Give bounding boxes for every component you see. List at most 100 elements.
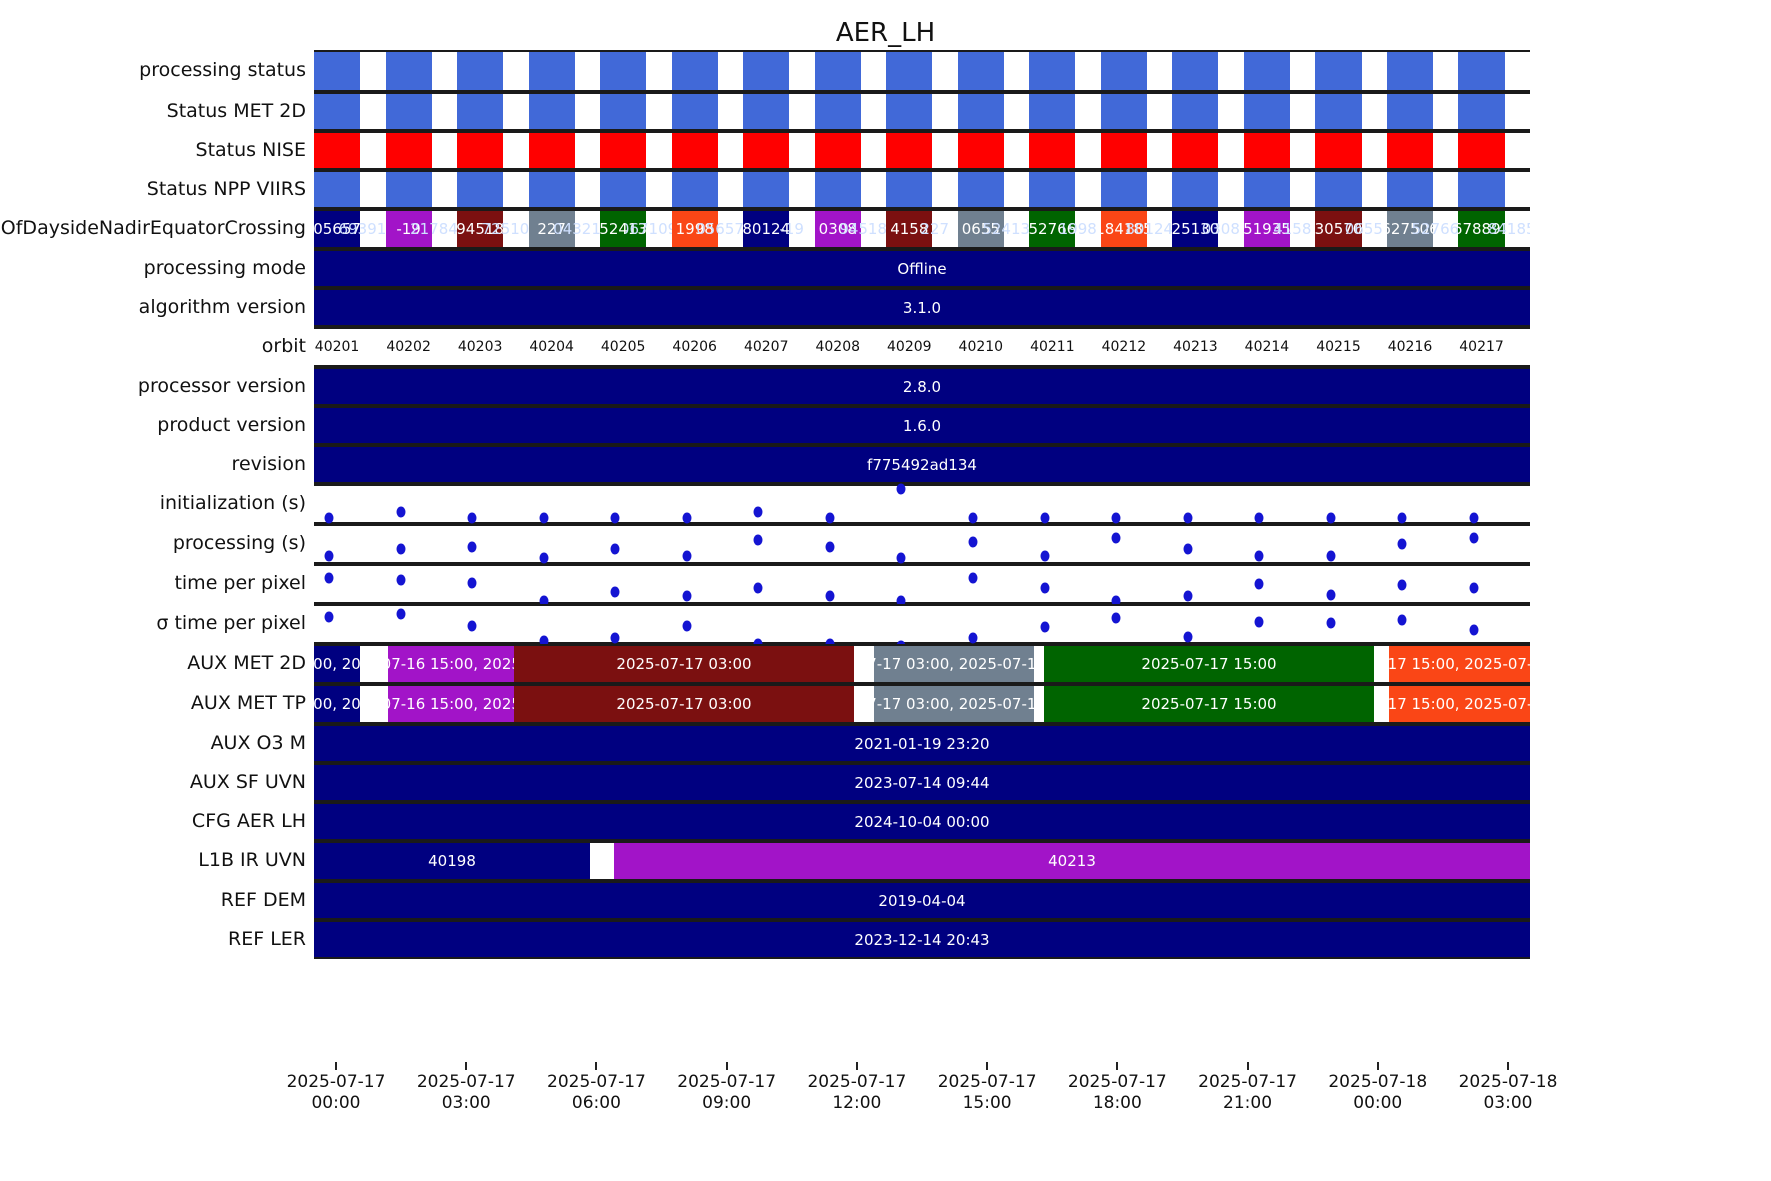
scatter-point[interactable]	[896, 483, 906, 495]
status-cell[interactable]	[1458, 52, 1505, 90]
longitude-cell[interactable]: 4519351	[1243, 211, 1290, 247]
scatter-point[interactable]	[968, 632, 978, 644]
scatter-point[interactable]	[610, 543, 620, 555]
scatter-point[interactable]	[1183, 512, 1193, 524]
longitude-cell[interactable]: 6251309	[1172, 211, 1219, 247]
status-cell[interactable]	[314, 52, 361, 90]
scatter-point[interactable]	[1469, 512, 1479, 524]
status-cell[interactable]	[1315, 94, 1362, 129]
status-cell[interactable]	[743, 172, 790, 207]
status-cell[interactable]	[1100, 94, 1147, 129]
status-cell[interactable]	[957, 133, 1004, 168]
l1b-segment[interactable]: 40213	[614, 843, 1530, 879]
scatter-point[interactable]	[324, 611, 334, 623]
scatter-point[interactable]	[610, 632, 620, 644]
constant-bar[interactable]: 2021-01-19 23:20	[314, 726, 1530, 761]
status-cell[interactable]	[600, 52, 647, 90]
scatter-point[interactable]	[1469, 624, 1479, 636]
status-cell[interactable]	[385, 172, 432, 207]
status-cell[interactable]	[528, 133, 575, 168]
status-cell[interactable]	[385, 94, 432, 129]
scatter-point[interactable]	[1326, 617, 1336, 629]
plot-area[interactable]: 056570693911-196217847894518937251012278…	[314, 50, 1530, 1062]
status-cell[interactable]	[1243, 133, 1290, 168]
scatter-point[interactable]	[539, 512, 549, 524]
status-cell[interactable]	[457, 133, 504, 168]
scatter-point[interactable]	[1326, 512, 1336, 524]
status-cell[interactable]	[1458, 133, 1505, 168]
longitude-cell[interactable]: 1998	[671, 211, 718, 247]
scatter-point[interactable]	[1397, 579, 1407, 591]
scatter-point[interactable]	[539, 595, 549, 607]
status-cell[interactable]	[1100, 172, 1147, 207]
scatter-point[interactable]	[682, 550, 692, 562]
status-cell[interactable]	[1243, 52, 1290, 90]
scatter-point[interactable]	[1183, 590, 1193, 602]
longitude-cell[interactable]: 4158	[886, 211, 933, 247]
scatter-point[interactable]	[1469, 532, 1479, 544]
status-cell[interactable]	[671, 133, 718, 168]
status-cell[interactable]	[957, 52, 1004, 90]
segment-cell[interactable]: 2025-07-17 03:00	[514, 646, 854, 682]
status-cell[interactable]	[1100, 52, 1147, 90]
scatter-point[interactable]	[1397, 614, 1407, 626]
status-cell[interactable]	[1243, 172, 1290, 207]
scatter-point[interactable]	[1183, 631, 1193, 643]
constant-bar[interactable]: 2024-10-04 00:00	[314, 804, 1530, 839]
segment-cell[interactable]: 2025-07-16 03:00, 2025-07-16 15:00	[314, 646, 360, 682]
status-cell[interactable]	[528, 94, 575, 129]
scatter-point[interactable]	[753, 534, 763, 546]
scatter-point[interactable]	[825, 541, 835, 553]
status-cell[interactable]	[314, 172, 361, 207]
scatter-point[interactable]	[1111, 512, 1121, 524]
constant-bar[interactable]: 2023-12-14 20:43	[314, 922, 1530, 957]
segment-cell[interactable]: 2025-07-17 03:00, 2025-07-17 15:00	[874, 646, 1034, 682]
status-cell[interactable]	[314, 94, 361, 129]
scatter-point[interactable]	[1040, 512, 1050, 524]
scatter-point[interactable]	[682, 620, 692, 632]
scatter-point[interactable]	[467, 512, 477, 524]
scatter-point[interactable]	[467, 620, 477, 632]
scatter-point[interactable]	[968, 572, 978, 584]
status-cell[interactable]	[385, 133, 432, 168]
segment-cell[interactable]: 2025-07-17 15:00	[1044, 686, 1374, 722]
longitude-cell[interactable]: 7801240	[743, 211, 790, 247]
status-cell[interactable]	[743, 52, 790, 90]
status-cell[interactable]	[1172, 133, 1219, 168]
scatter-point[interactable]	[396, 543, 406, 555]
scatter-point[interactable]	[1040, 621, 1050, 633]
status-cell[interactable]	[743, 133, 790, 168]
longitude-cell[interactable]: 184185	[1100, 211, 1147, 247]
longitude-cell[interactable]: 7524136	[600, 211, 647, 247]
segment-cell[interactable]: 2025-07-17 15:00, 2025-07-18 03:00	[1389, 646, 1530, 682]
constant-bar[interactable]: 1.6.0	[314, 408, 1530, 443]
status-cell[interactable]	[814, 94, 861, 129]
scatter-point[interactable]	[896, 595, 906, 607]
status-cell[interactable]	[886, 94, 933, 129]
status-cell[interactable]	[886, 52, 933, 90]
status-cell[interactable]	[1172, 172, 1219, 207]
status-cell[interactable]	[886, 133, 933, 168]
status-cell[interactable]	[1100, 133, 1147, 168]
status-cell[interactable]	[671, 94, 718, 129]
scatter-point[interactable]	[682, 590, 692, 602]
scatter-point[interactable]	[1254, 578, 1264, 590]
scatter-point[interactable]	[324, 572, 334, 584]
scatter-point[interactable]	[467, 541, 477, 553]
scatter-point[interactable]	[396, 608, 406, 620]
scatter-point[interactable]	[968, 512, 978, 524]
status-cell[interactable]	[1172, 52, 1219, 90]
longitude-cell[interactable]: 3527660	[1029, 211, 1076, 247]
scatter-point[interactable]	[1397, 538, 1407, 550]
segment-cell[interactable]: 2025-07-16 03:00, 2025-07-16 15:00	[314, 686, 360, 722]
status-cell[interactable]	[1029, 52, 1076, 90]
status-cell[interactable]	[528, 52, 575, 90]
status-cell[interactable]	[886, 172, 933, 207]
longitude-cell[interactable]: -19	[385, 211, 432, 247]
scatter-point[interactable]	[753, 638, 763, 650]
constant-bar[interactable]: Offline	[314, 251, 1530, 286]
status-cell[interactable]	[671, 172, 718, 207]
scatter-point[interactable]	[467, 577, 477, 589]
status-cell[interactable]	[671, 52, 718, 90]
scatter-point[interactable]	[1040, 550, 1050, 562]
